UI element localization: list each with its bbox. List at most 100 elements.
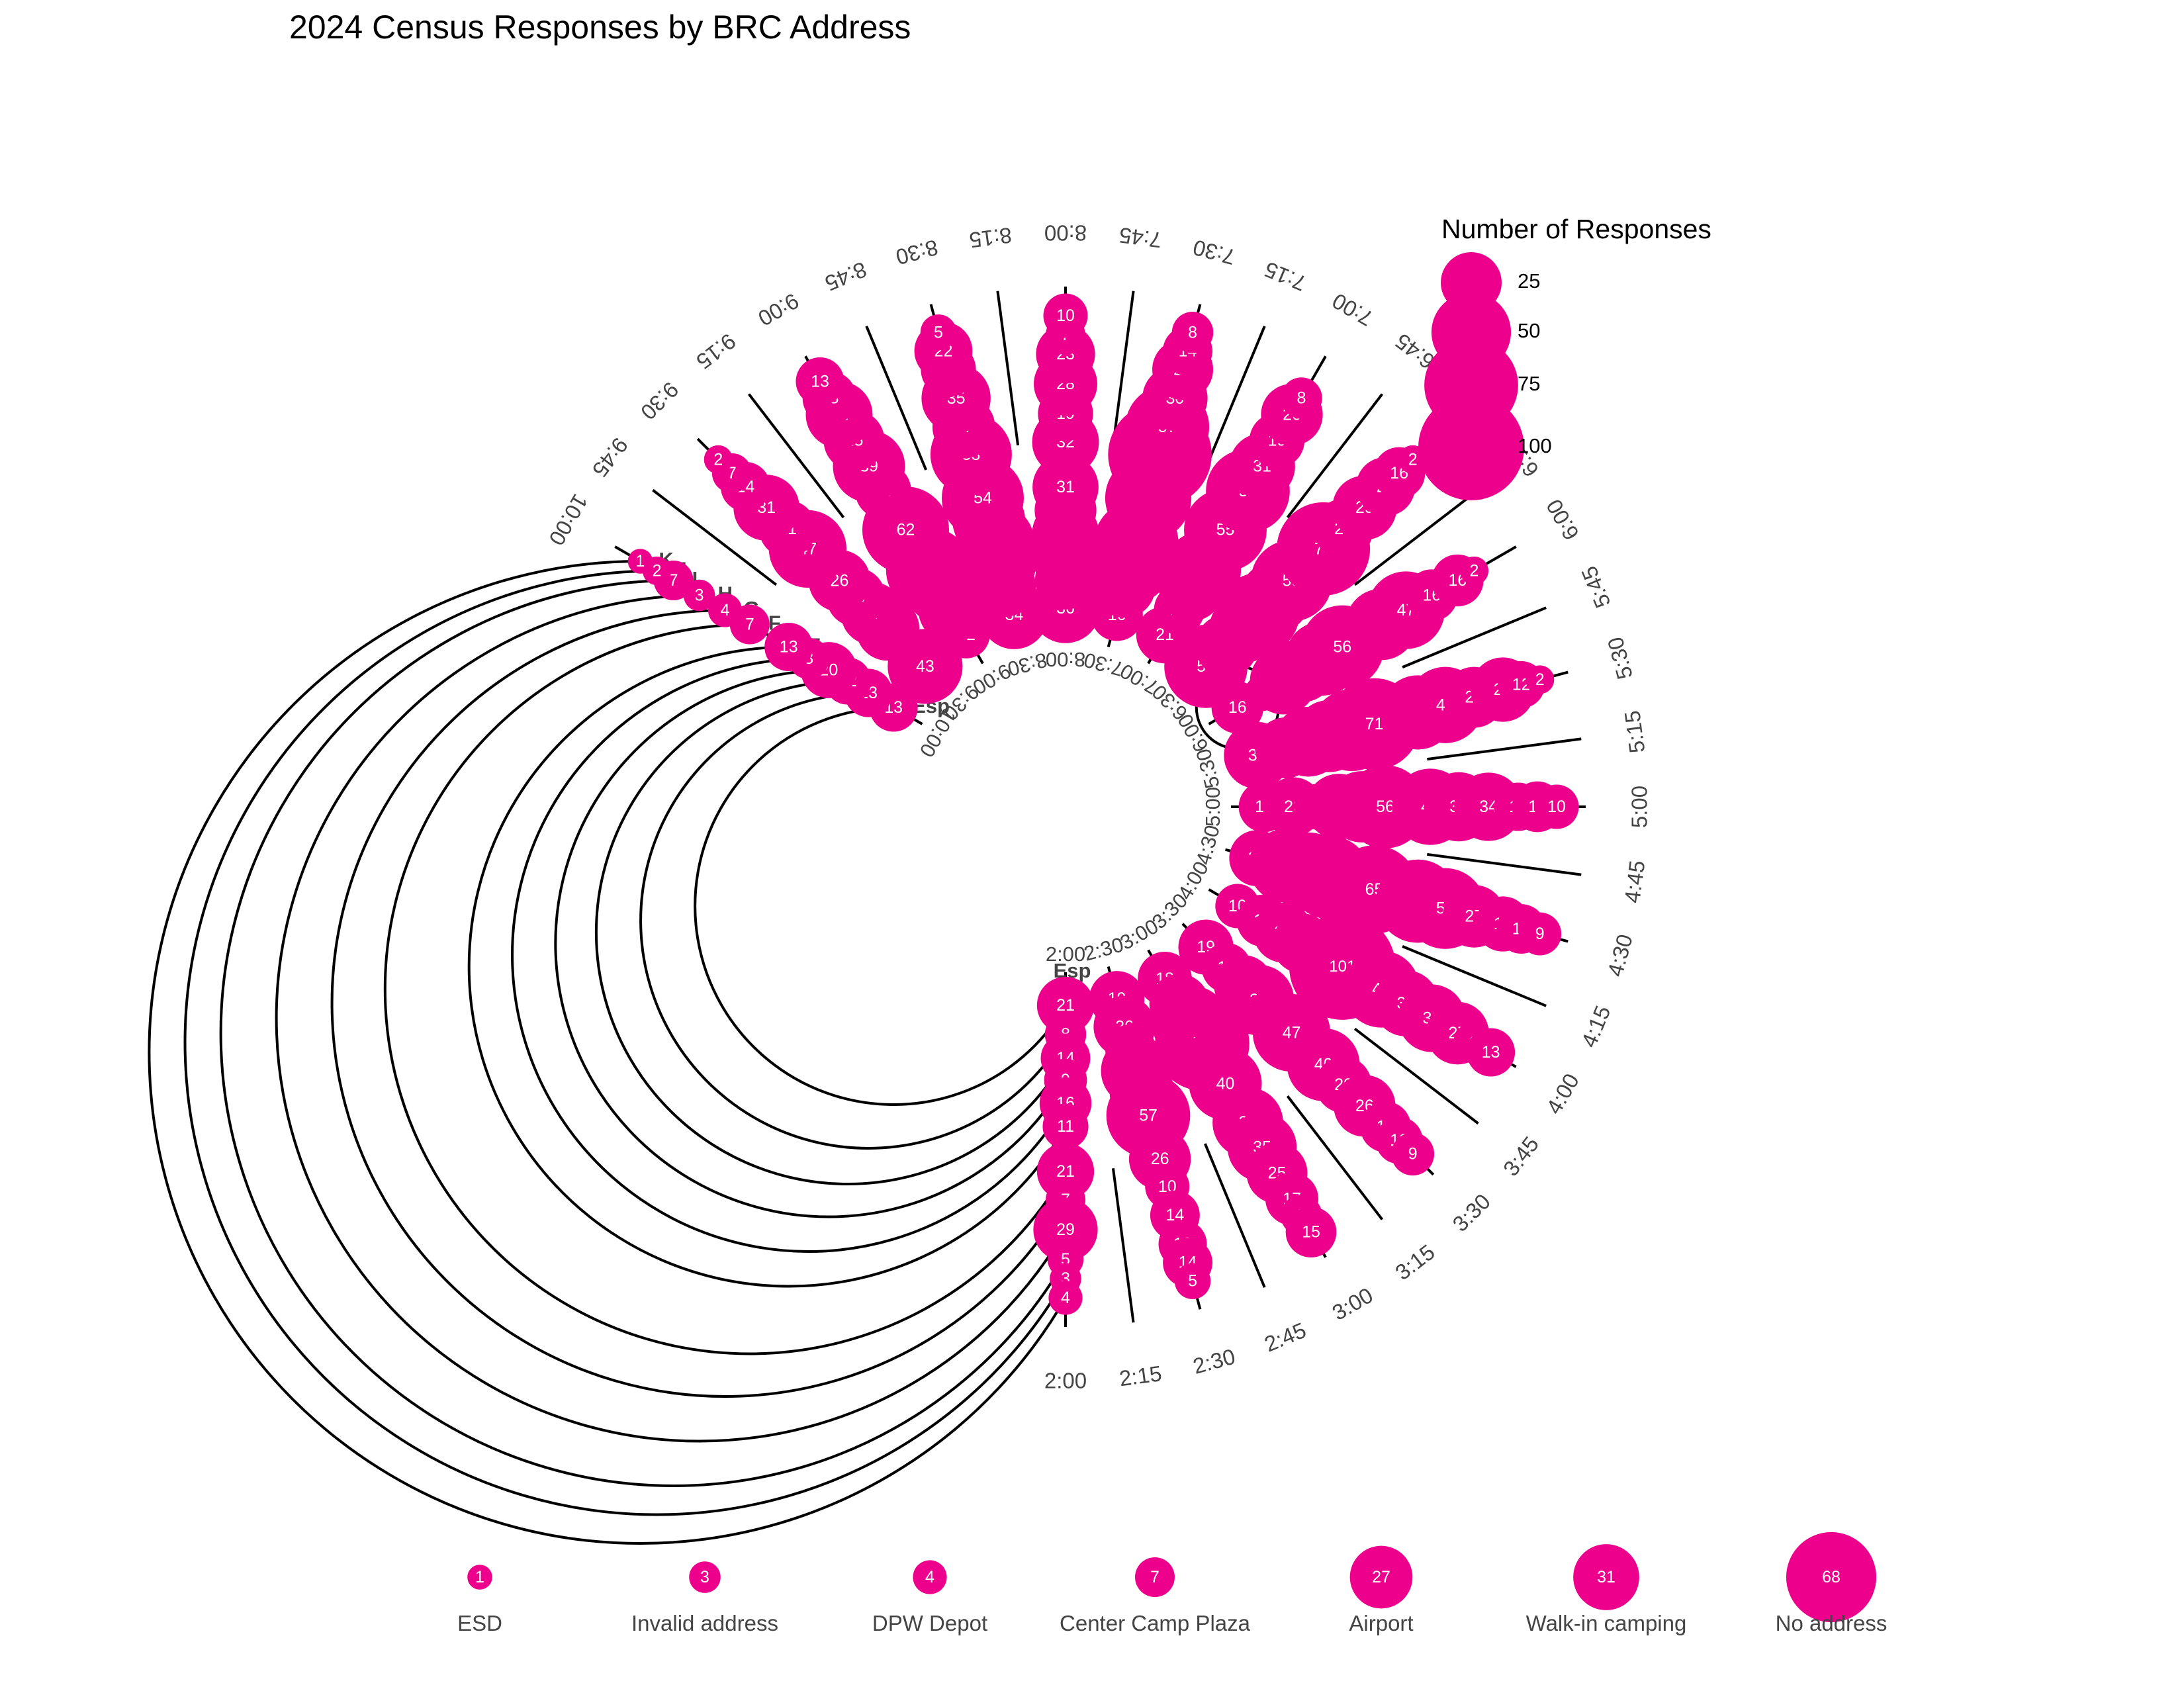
ring-arc-A bbox=[639, 692, 1067, 1150]
outer-time-label: 4:45 bbox=[1619, 859, 1649, 905]
data-point bbox=[1036, 1142, 1095, 1201]
ring-arc-I bbox=[219, 579, 1067, 1487]
series-10:00: 13131220813743721 bbox=[627, 549, 918, 732]
data-point bbox=[704, 445, 733, 474]
outer-time-label: 5:15 bbox=[1619, 709, 1649, 755]
special-label: ESD bbox=[457, 1611, 502, 1635]
special-location: 27 Airport bbox=[1349, 1545, 1414, 1635]
data-point bbox=[1285, 1207, 1337, 1257]
data-label: 56 bbox=[1376, 798, 1394, 816]
quarter-radial-2:45 bbox=[1204, 1143, 1266, 1288]
data-point bbox=[1033, 1197, 1098, 1262]
quarter-radial-7:15 bbox=[1204, 326, 1266, 471]
quarter-radial-8:45 bbox=[865, 326, 927, 471]
outer-time-label: 2:30 bbox=[1191, 1344, 1238, 1378]
outer-time-label: 9:45 bbox=[588, 433, 633, 481]
special-locations-row: 1 ESD 3 Invalid address 4 DPW Depot 7 Center Ca… bbox=[457, 1531, 1887, 1635]
ring-arc-D bbox=[511, 657, 1067, 1253]
data-label: 9 bbox=[1408, 1145, 1418, 1164]
quarter-radial-6:45 bbox=[1286, 393, 1384, 519]
ring-arc-E bbox=[467, 645, 1067, 1288]
data-label: 31 bbox=[1056, 478, 1075, 496]
data-label: 5 bbox=[1188, 1272, 1197, 1291]
outer-time-label: 3:45 bbox=[1498, 1132, 1543, 1180]
quarter-radial-8:15 bbox=[996, 291, 1020, 445]
outer-time-label: 8:30 bbox=[893, 235, 941, 269]
series-9:30: 435282723264721311472 bbox=[704, 445, 963, 704]
series-4:30: 20414956386556522719149 bbox=[1229, 829, 1562, 956]
quarter-radial-9:45 bbox=[652, 488, 778, 586]
ring-arc-Esp bbox=[694, 706, 1067, 1106]
special-location: 31 Walk-in camping bbox=[1526, 1544, 1686, 1635]
data-label: 57 bbox=[1139, 1107, 1158, 1125]
series-8:30: 34233850405453273519225 bbox=[914, 314, 1049, 649]
data-point bbox=[1048, 1281, 1083, 1315]
outer-time-label: 8:15 bbox=[968, 223, 1014, 253]
data-label: 2 bbox=[713, 450, 723, 469]
data-point bbox=[1467, 1028, 1516, 1077]
legend-key bbox=[1418, 394, 1524, 500]
special-point bbox=[913, 1560, 947, 1594]
special-location: 3 Invalid address bbox=[631, 1561, 778, 1635]
data-label: 2 bbox=[1408, 450, 1418, 469]
data-label: 9 bbox=[1535, 925, 1545, 943]
quarter-radial-4:45 bbox=[1427, 852, 1582, 876]
quarter-radial-2:15 bbox=[1111, 1168, 1135, 1323]
outer-time-label: 3:30 bbox=[1447, 1189, 1495, 1236]
outer-time-label: 5:00 bbox=[1627, 786, 1652, 828]
series-7:30: 16265258386195573025148 bbox=[1090, 312, 1214, 641]
outer-time-label: 2:15 bbox=[1118, 1361, 1163, 1391]
special-point bbox=[689, 1561, 721, 1593]
outer-time-label: 8:00 bbox=[1044, 220, 1087, 245]
outer-time-label: 9:30 bbox=[636, 377, 684, 425]
data-label: 7 bbox=[727, 464, 737, 482]
data-point bbox=[1042, 1103, 1089, 1150]
ring-arc-F bbox=[383, 623, 1067, 1355]
series-6:00: 16532294256384716162 bbox=[1211, 554, 1489, 734]
series-3:00: 18244776294037352517815 bbox=[1138, 951, 1337, 1257]
special-value: 27 bbox=[1372, 1568, 1390, 1586]
special-value: 7 bbox=[1150, 1568, 1160, 1586]
data-point bbox=[627, 549, 653, 574]
outer-time-label: 4:30 bbox=[1602, 932, 1637, 980]
series-6:30: 56273453385374242923162 bbox=[1164, 445, 1428, 708]
outer-time-label: 6:00 bbox=[1541, 495, 1584, 544]
data-point bbox=[1534, 784, 1579, 829]
special-point bbox=[1349, 1545, 1413, 1609]
outer-time-label: 9:15 bbox=[692, 329, 740, 374]
outer-time-label: 7:45 bbox=[1118, 223, 1163, 253]
outer-time-label: 2:45 bbox=[1261, 1318, 1310, 1357]
series-2:30: 19261537305726101413145 bbox=[1089, 971, 1212, 1299]
quarter-radial-4:15 bbox=[1402, 945, 1547, 1007]
special-location: 4 DPW Depot bbox=[872, 1560, 987, 1635]
data-label: 21 bbox=[1056, 1162, 1075, 1181]
series-3:30: 19142337214740202615129 bbox=[1178, 919, 1435, 1176]
legend-label: 50 bbox=[1518, 319, 1540, 342]
data-label: 56 bbox=[1333, 638, 1351, 657]
ring-arc-G bbox=[330, 609, 1067, 1398]
legend-title: Number of Responses bbox=[1441, 214, 1711, 244]
special-location: 1 ESD bbox=[457, 1565, 502, 1635]
data-point bbox=[1281, 377, 1322, 419]
series-8:00: 36253432263132192823710 bbox=[1030, 293, 1101, 643]
size-legend: Number of Responses 25 50 75 100 bbox=[1418, 214, 1711, 500]
special-location: 68 No address bbox=[1776, 1531, 1887, 1635]
series-2:00: 218149161121729534 bbox=[1033, 976, 1098, 1315]
data-label: 1 bbox=[635, 552, 645, 571]
special-point bbox=[1135, 1557, 1175, 1597]
special-label: Invalid address bbox=[631, 1611, 778, 1635]
data-label: 8 bbox=[1188, 323, 1197, 342]
data-label: 13 bbox=[780, 638, 798, 657]
special-point bbox=[1786, 1531, 1877, 1623]
data-label: 13 bbox=[1482, 1043, 1500, 1062]
data-label: 2 bbox=[1470, 562, 1479, 580]
outer-time-label: 10:00 bbox=[544, 490, 592, 549]
special-value: 4 bbox=[925, 1568, 934, 1586]
data-point bbox=[796, 357, 844, 406]
quarter-radial-5:15 bbox=[1427, 737, 1582, 761]
inner-time-label: 4:30 bbox=[1191, 823, 1224, 867]
data-point bbox=[1171, 312, 1214, 353]
data-label: 2 bbox=[653, 562, 662, 580]
data-label: 16 bbox=[1228, 698, 1247, 717]
special-value: 68 bbox=[1822, 1568, 1841, 1586]
